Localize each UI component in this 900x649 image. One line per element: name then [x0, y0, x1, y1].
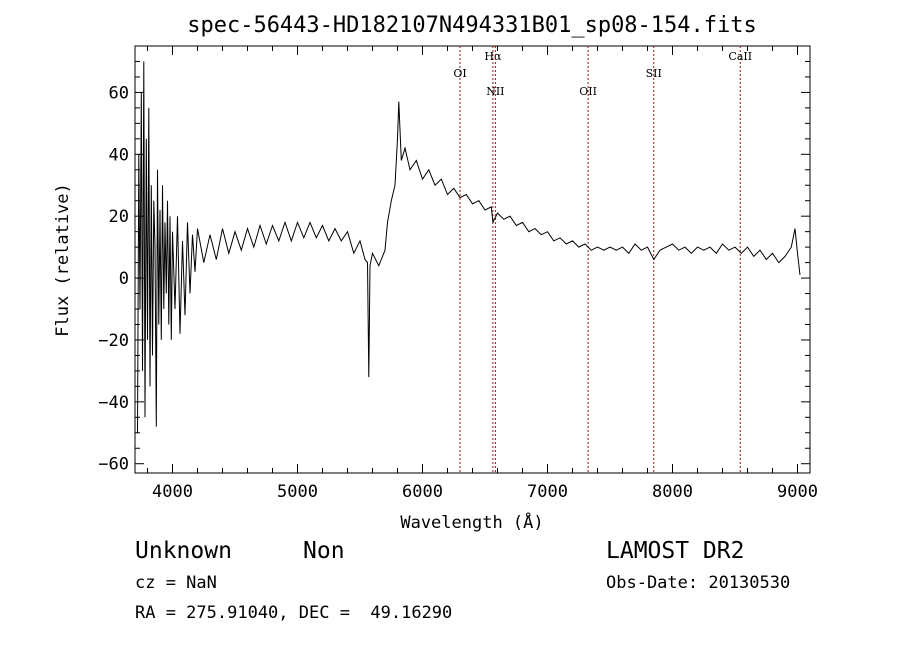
y-tick-label: 60 [109, 83, 129, 103]
x-tick-label: 5000 [277, 482, 318, 502]
x-tick-label: 6000 [402, 482, 443, 502]
emission-line-label: OII [579, 85, 597, 98]
observation-date: Obs-Date: 20130530 [606, 573, 791, 593]
coordinates: RA = 275.91040, DEC = 49.16290 [135, 603, 453, 623]
object-type: Unknown [135, 538, 232, 564]
y-tick-label: −20 [98, 331, 129, 351]
y-axis-label: Flux (relative) [53, 183, 73, 337]
redshift-value: cz = NaN [135, 573, 217, 593]
emission-line-label: SII [646, 67, 662, 80]
emission-lines: OI Hα NII OII SII CaII [453, 46, 752, 473]
x-axis-label: Wavelength (Å) [400, 511, 543, 533]
plot-frame [134, 45, 811, 474]
emission-line-label: Hα [484, 50, 502, 63]
emission-line-label: NII [486, 85, 504, 98]
spectrum-line [137, 61, 801, 433]
object-subclass: Non [303, 538, 345, 564]
y-tick-label: 0 [119, 269, 129, 289]
x-tick-label: 8000 [652, 482, 693, 502]
y-tick-label: 20 [109, 207, 129, 227]
x-tick-label: 7000 [527, 482, 568, 502]
axis-ticks: 4000 5000 6000 7000 8000 9000 −60 −40 −20 0 20 40 60 [98, 46, 818, 502]
y-tick-label: −40 [98, 393, 129, 413]
y-tick-label: −60 [98, 455, 129, 475]
x-tick-label: 4000 [152, 482, 193, 502]
x-tick-label: 9000 [777, 482, 818, 502]
y-tick-label: 40 [109, 145, 129, 165]
survey-name: LAMOST DR2 [606, 538, 745, 564]
series-layer [137, 61, 801, 433]
emission-line-label: CaII [728, 50, 752, 63]
chart-title: spec-56443-HD182107N494331B01_sp08-154.f… [187, 13, 757, 38]
emission-line-label: OI [453, 67, 466, 80]
